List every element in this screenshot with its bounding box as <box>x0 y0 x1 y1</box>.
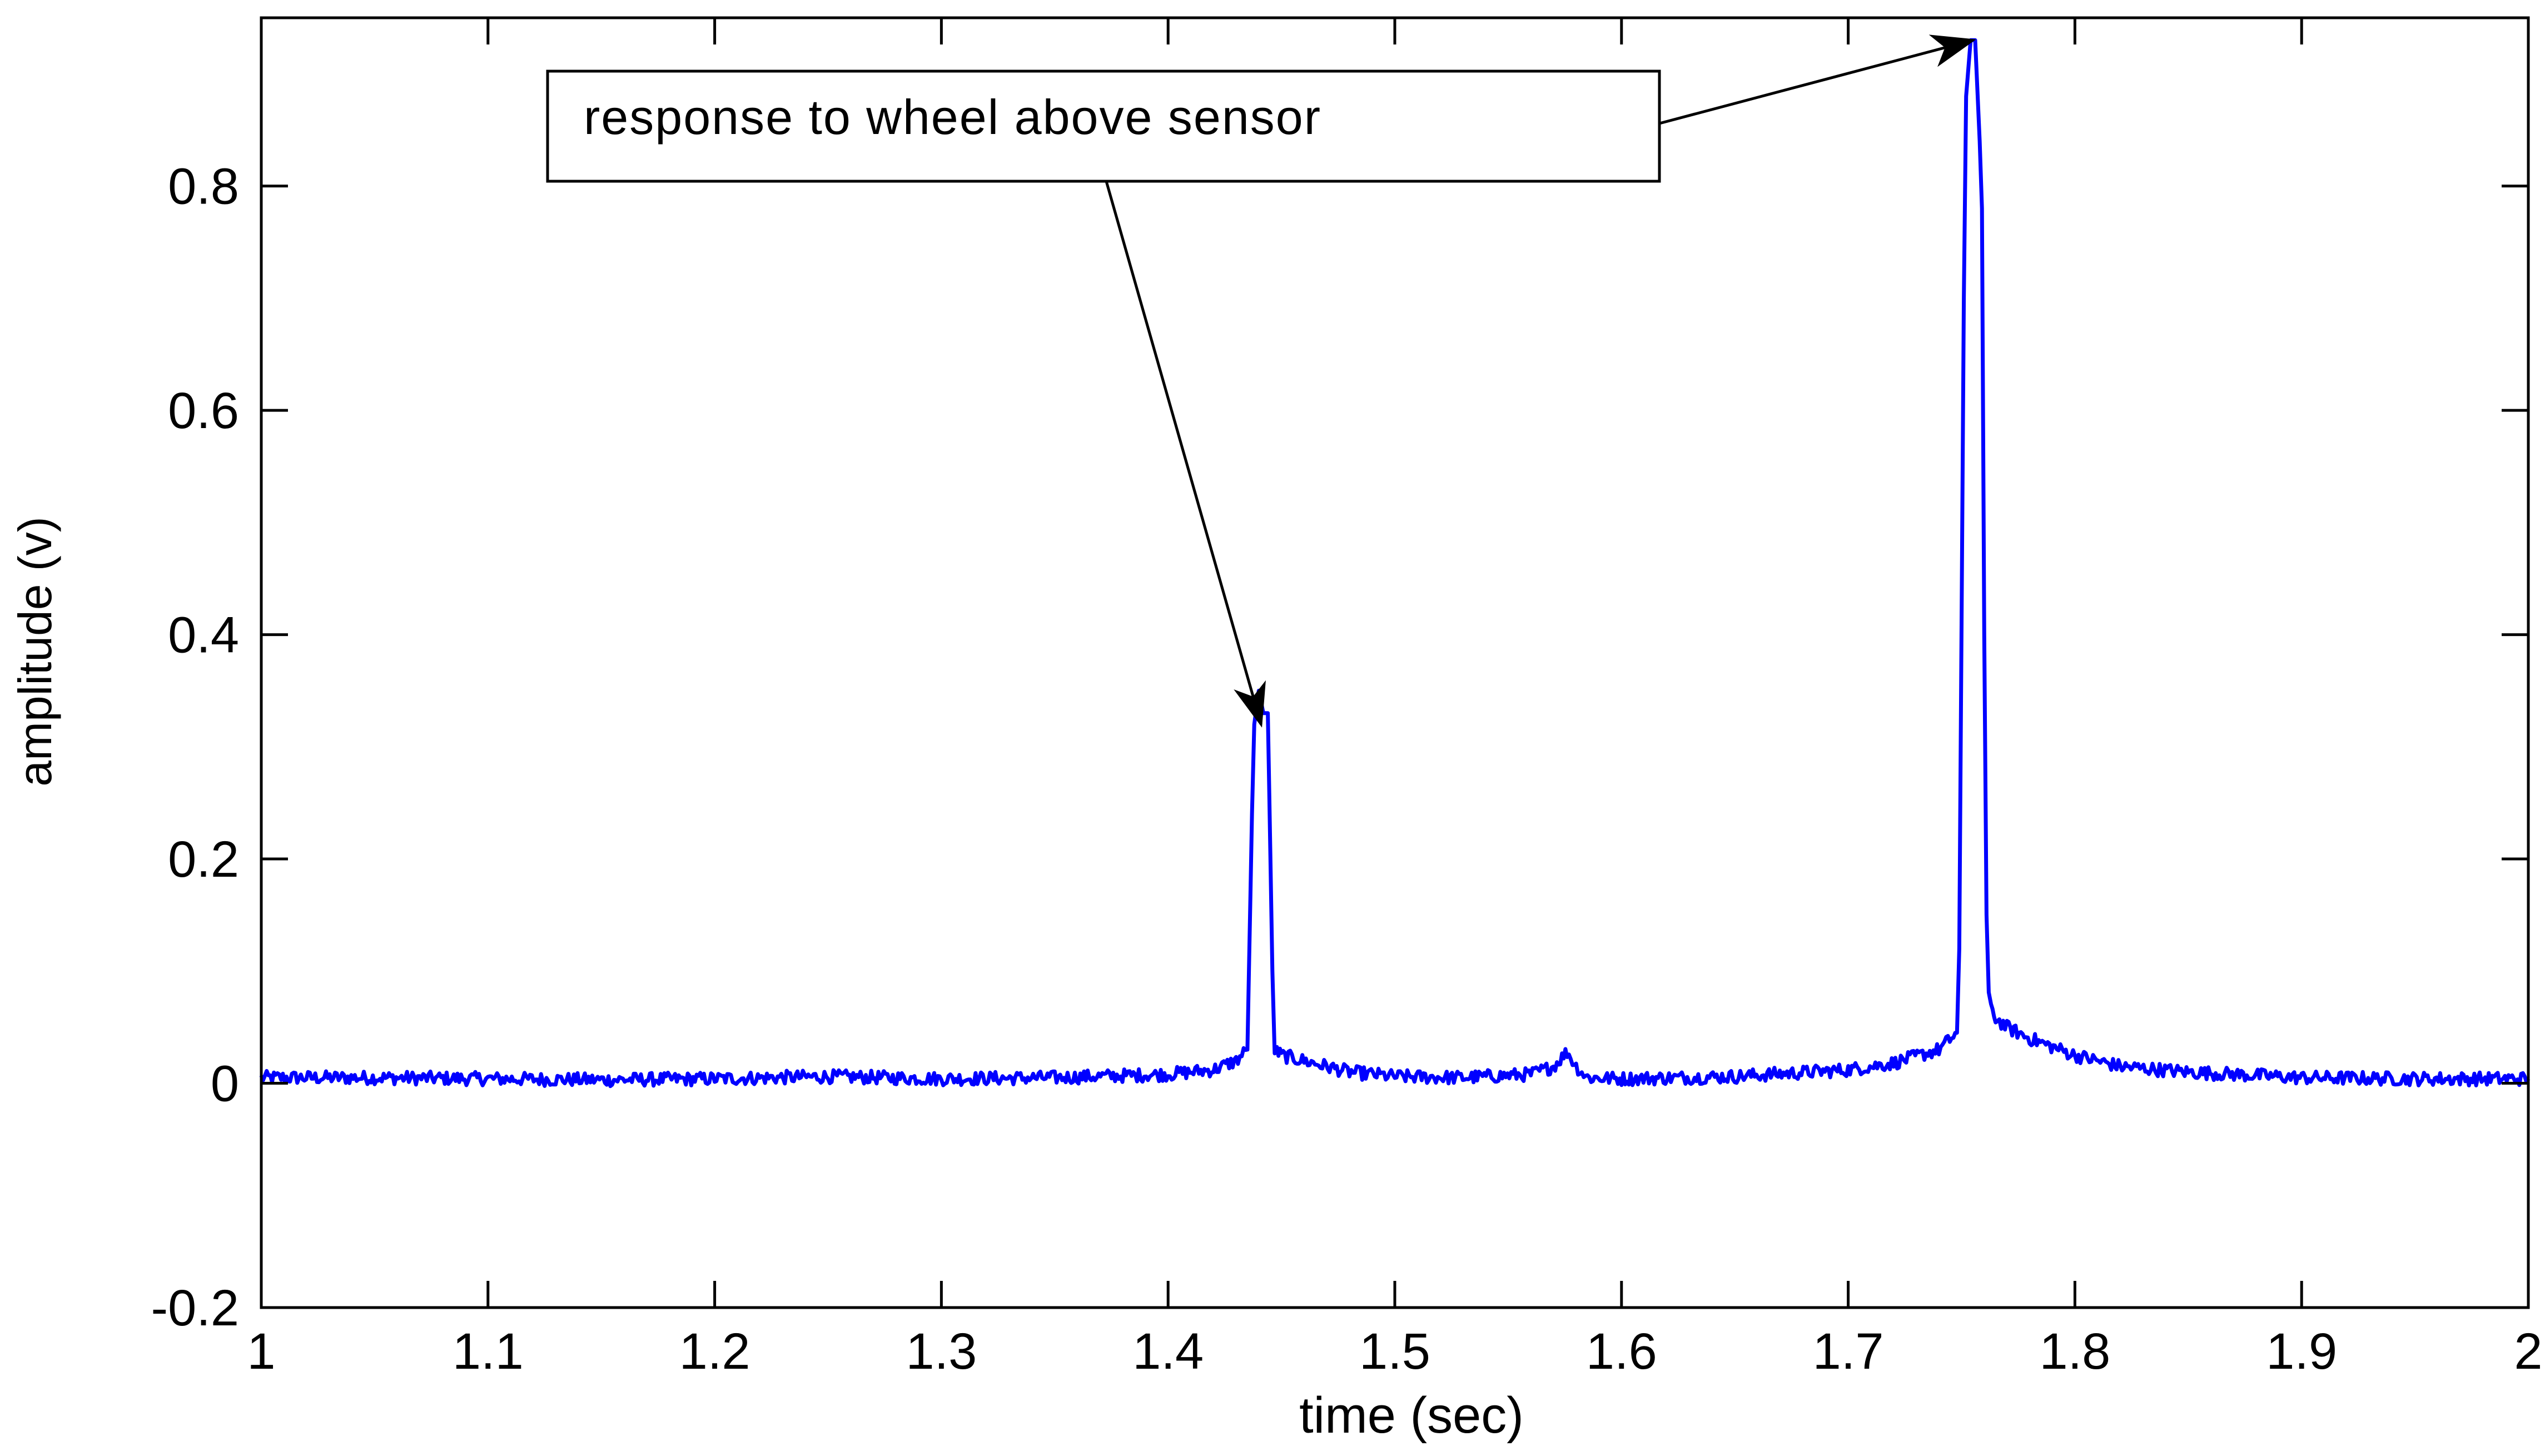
x-tick-label: 1.2 <box>679 1323 750 1380</box>
y-tick-label: 0.6 <box>168 382 239 439</box>
annotation-arrow <box>1659 34 1976 125</box>
annotation: response to wheel above sensor <box>546 34 1976 728</box>
y-tick-label: 0.2 <box>168 831 239 888</box>
plot-area <box>259 38 2531 1089</box>
x-tick-label: 1.4 <box>1132 1323 1204 1380</box>
annotation-arrow <box>1105 181 1266 728</box>
y-tick-label: -0.2 <box>151 1280 239 1336</box>
annotation-box <box>546 69 1661 183</box>
y-tick-label: 0.4 <box>168 607 239 664</box>
x-tick-label: 1.8 <box>2039 1323 2110 1380</box>
y-axis-label: amplitude (v) <box>9 516 61 787</box>
x-axis-label: time (sec) <box>1299 1387 1524 1444</box>
x-tick-label: 1.5 <box>1359 1323 1430 1380</box>
x-tick-label: 1 <box>247 1323 275 1380</box>
axes: 1 1.1 1.2 1.3 1.4 1.5 1.6 1.7 1.8 1.9 2 -0.2 0 0.2 0.4… <box>9 16 2543 1444</box>
x-tick-label: 1.3 <box>906 1323 977 1380</box>
y-tick-label: 0 <box>211 1056 239 1112</box>
x-tick-label: 1.6 <box>1586 1323 1657 1380</box>
x-tick-label: 2 <box>2514 1323 2542 1380</box>
y-tick-label: 0.8 <box>168 158 239 215</box>
annotation-text: response to wheel above sensor <box>584 90 1321 145</box>
x-tick-label: 1.1 <box>453 1323 524 1380</box>
series-line <box>259 38 2531 1089</box>
x-tick-label: 1.9 <box>2266 1323 2337 1380</box>
plot-frame <box>260 16 2530 1309</box>
x-tick-label: 1.7 <box>1813 1323 1884 1380</box>
